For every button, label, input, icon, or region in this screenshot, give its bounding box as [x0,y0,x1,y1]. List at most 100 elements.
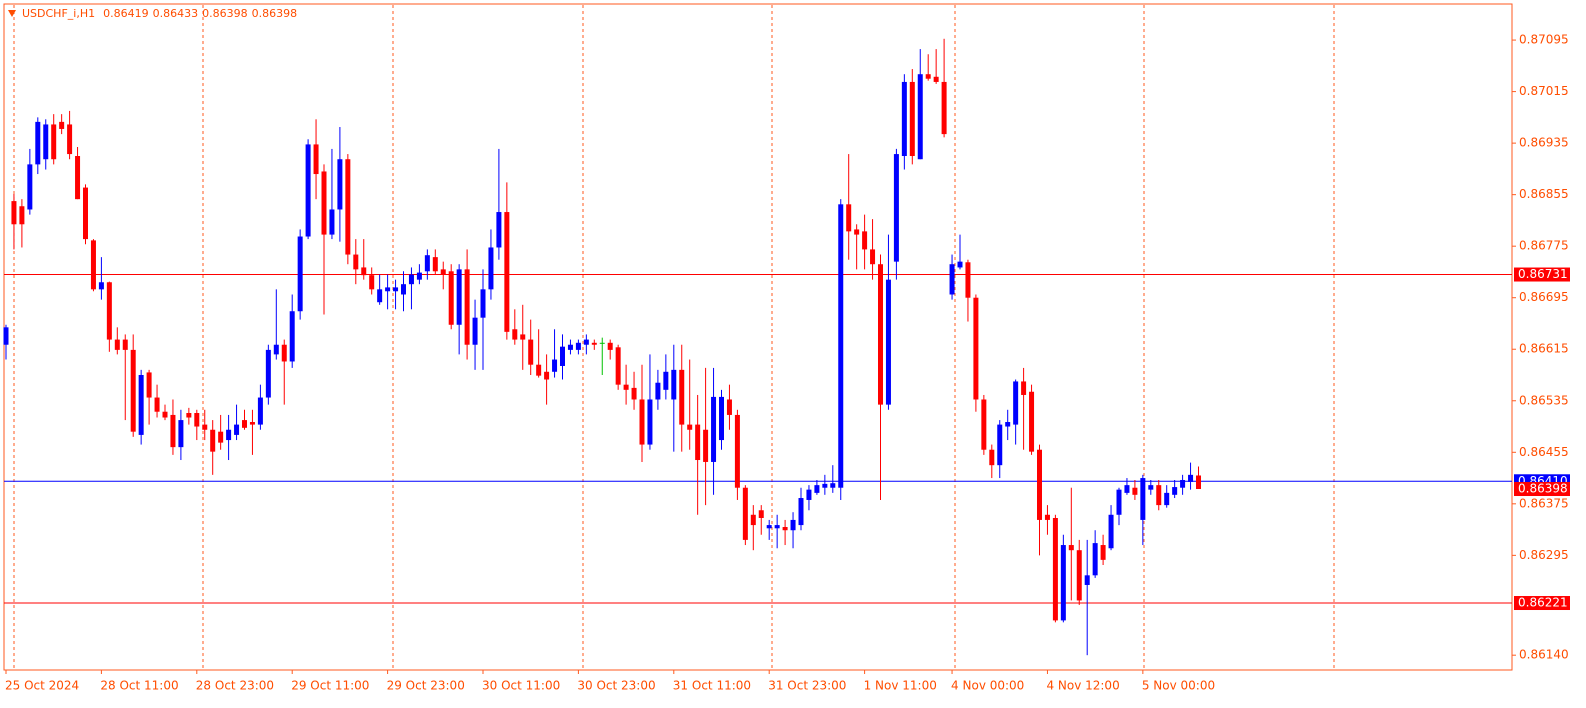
candle-body [432,257,438,272]
y-tick-label: 0.86295 [1519,548,1569,562]
candle-body [1100,545,1106,560]
symbol: USDCHF_i,H1 [22,7,95,20]
symbol-marker [8,10,16,17]
y-tick-label: 0.86775 [1519,239,1569,253]
y-tick-label: 0.86375 [1519,496,1569,510]
candle-body [560,346,565,366]
y-tick-label: 0.86935 [1519,136,1569,150]
x-tick-label: 31 Oct 11:00 [673,679,751,693]
ohlc-value: 0.86419 [103,7,149,20]
candle-body [790,519,796,531]
candle-body [933,76,939,82]
candle-body [1005,422,1011,427]
ohlc-value: 0.86398 [252,7,298,20]
candle-body [464,269,470,345]
candle-body [329,209,335,235]
candle-body [210,429,216,452]
candle-body [647,399,653,445]
candle-body [19,206,25,225]
candle-body [1021,381,1027,395]
candle-body [273,344,279,355]
candle-body [893,154,899,262]
candle-body [3,327,9,345]
candle-body [408,274,414,285]
candle-body [43,124,49,160]
candle-body [1037,449,1042,520]
candle-body [393,287,399,292]
candle-body [289,311,295,362]
candle-body [1140,478,1146,520]
plot-frame [3,3,1513,671]
candle-body [480,289,486,318]
candle-body [599,342,605,344]
candle-body [615,347,621,385]
candle-body [814,485,820,493]
x-tick-label: 4 Nov 12:00 [1046,679,1119,693]
y-tick-label: 0.86615 [1519,342,1569,356]
candle-body [242,420,247,428]
y-tick-label: 0.87095 [1519,33,1569,47]
x-tick-label: 29 Oct 11:00 [291,679,369,693]
ohlc-value: 0.86398 [202,7,248,20]
candle-body [1060,545,1066,621]
candle-body [1196,475,1201,490]
candle-body [313,144,319,175]
candle-body [1068,545,1074,551]
candle-body [1076,550,1082,601]
candle-body [758,510,764,518]
candle-body [202,424,208,430]
candle-body [655,382,661,400]
candle-body [1116,489,1122,515]
candle-body [663,371,669,390]
candle-body [544,371,550,380]
candle-body [51,124,57,160]
candle-body [504,212,510,332]
candle-body [281,344,287,362]
candle-body [607,342,613,350]
price-label: 0.86731 [1518,267,1568,281]
candle-body [162,411,168,418]
candle-body [265,349,271,398]
candle-body [711,396,717,462]
candle-body [973,297,979,400]
candle-body [782,527,788,531]
candle-body [1044,514,1050,520]
y-tick-label: 0.87015 [1519,84,1569,98]
candle-body [401,284,406,295]
price-label-box [1514,267,1570,282]
candle-body [1188,474,1194,482]
candle-body [90,240,96,290]
candle-body [679,369,685,425]
candle-body [1124,485,1130,493]
candle-body [981,399,987,450]
candle-body [130,349,136,432]
candle-body [138,375,144,435]
candle-body [885,279,891,405]
candle-body [1156,485,1162,506]
candle-body [1180,479,1186,488]
candle-body [75,156,81,200]
candle-body [1013,381,1019,425]
candle-body [687,424,693,430]
period-separators [13,5,1335,670]
x-tick-label: 30 Oct 11:00 [482,679,560,693]
candle-body [496,212,502,248]
x-tick-label: 28 Oct 11:00 [100,679,178,693]
candle-body [98,282,104,290]
candle-body [639,399,645,445]
candle-body [878,264,883,405]
candle-body [1132,487,1138,495]
candle-body [194,413,200,427]
candle-body [870,249,876,265]
candle-body [941,81,947,135]
candle-body [909,81,915,157]
candle-body [957,261,963,268]
candle-body [234,424,240,435]
candle-body [631,387,637,400]
candle-body [830,483,836,488]
candle-body [27,164,33,210]
candle-body [488,247,494,290]
candle-body [520,334,526,340]
candle-body [297,236,303,312]
